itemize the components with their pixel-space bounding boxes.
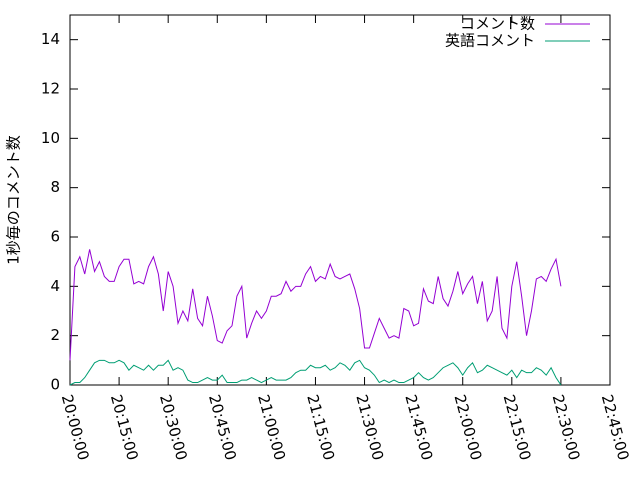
y-tick-label: 14 [41,30,60,48]
y-tick-label: 8 [50,178,60,196]
x-tick-label: 22:15:00 [500,393,535,463]
legend-label: 英語コメント [445,32,535,50]
x-tick-label: 20:00:00 [58,393,93,463]
x-tick-label: 20:45:00 [205,393,240,463]
y-tick-label: 4 [50,277,60,295]
x-tick-label: 22:30:00 [549,393,584,463]
x-tick-label: 20:30:00 [156,393,191,463]
y-tick-label: 12 [41,80,60,98]
series-line [69,249,562,361]
x-tick-label: 20:15:00 [107,393,142,463]
plot-frame [69,14,611,386]
legend-label: コメント数 [460,15,535,33]
y-tick-label: 2 [50,326,60,344]
x-tick-label: 22:45:00 [598,393,633,463]
x-tick-label: 21:15:00 [303,393,338,463]
series-line [69,359,562,386]
y-tick-label: 6 [50,228,60,246]
y-tick-label: 10 [41,129,60,147]
x-tick-label: 21:30:00 [352,393,387,463]
x-tick-label: 21:00:00 [254,393,289,463]
y-tick-label: 0 [50,376,60,394]
x-tick-label: 21:45:00 [401,393,436,463]
x-tick-label: 22:00:00 [451,393,486,463]
y-axis-label: 1秒毎のコメント数 [5,135,23,265]
